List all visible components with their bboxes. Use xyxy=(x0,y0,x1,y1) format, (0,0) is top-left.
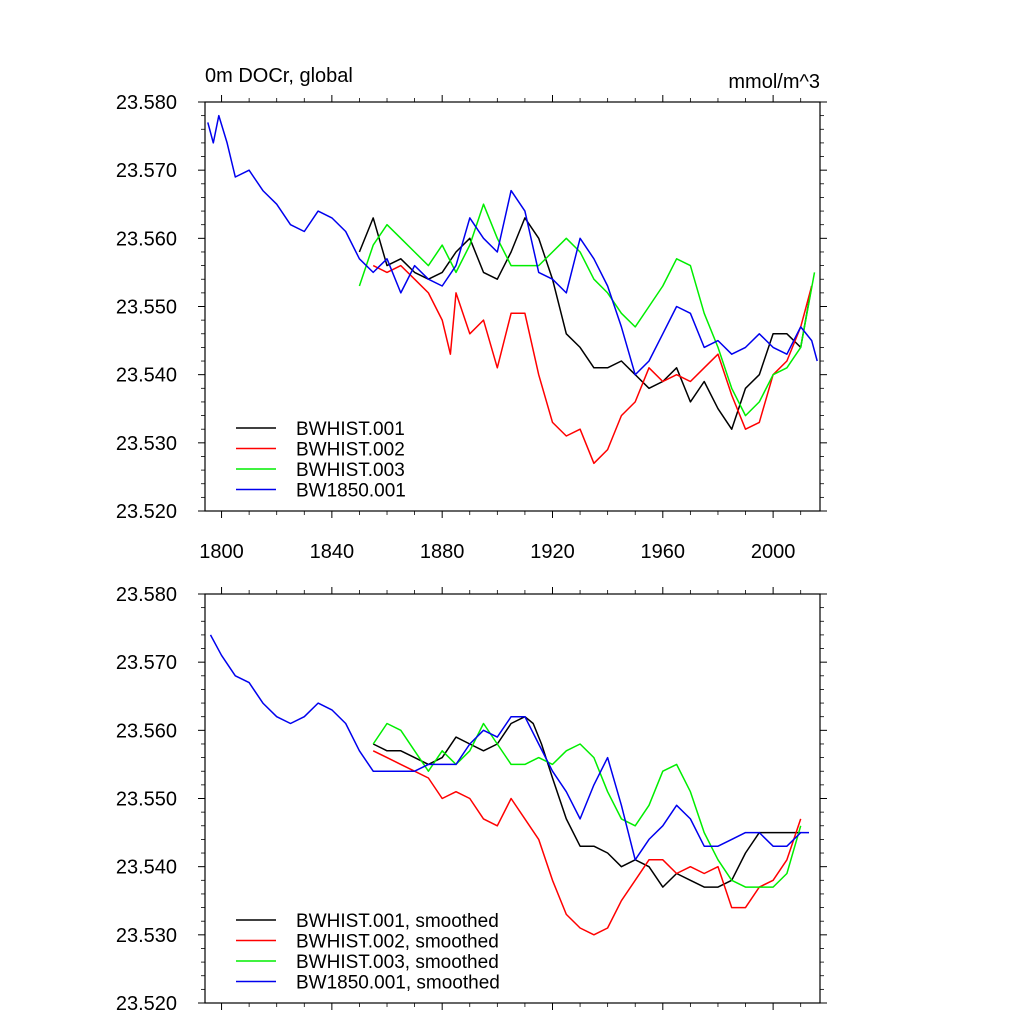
chart-title: 0m DOCr, global xyxy=(205,65,353,87)
legend-label: BWHIST.002, smoothed xyxy=(296,932,499,953)
series-line-bwhist-002-smoothed xyxy=(372,750,802,936)
series-line-bwhist-003-smoothed xyxy=(372,722,802,888)
legend-label: BWHIST.001, smoothed xyxy=(296,911,499,932)
series-line-bwhist-003 xyxy=(358,203,816,417)
series-group xyxy=(207,114,818,465)
y-tick-label: 23.550 xyxy=(116,789,177,811)
y-tick-label: 23.550 xyxy=(116,297,177,319)
y-tick-label: 23.540 xyxy=(116,857,177,879)
legend-label: BW1850.001, smoothed xyxy=(296,973,500,994)
y-tick-label: 23.520 xyxy=(116,501,177,523)
legend-label: BW1850.001 xyxy=(296,481,406,502)
series-line-bw1850-001 xyxy=(207,114,818,376)
x-tick-label: 1840 xyxy=(310,541,355,563)
x-tick-label: 1800 xyxy=(199,541,244,563)
top-panel: 23.520 23.530 23.540 23.550 23.560 23.570 23.5… xyxy=(116,65,827,563)
y-tick-label: 23.520 xyxy=(116,993,177,1015)
bottom-panel: 23.520 23.530 23.540 23.550 23.560 23.570 23.5… xyxy=(116,584,827,1015)
units-label: mmol/m^3 xyxy=(728,71,820,93)
y-tick-label: 23.560 xyxy=(116,228,177,250)
series-line-bwhist-002 xyxy=(372,264,813,465)
y-tick-label: 23.580 xyxy=(116,584,177,606)
y-tick-label: 23.580 xyxy=(116,92,177,114)
legend-label: BWHIST.001 xyxy=(296,419,405,440)
legend-label: BWHIST.002 xyxy=(296,440,405,461)
series-line-bwhist-001 xyxy=(358,217,813,430)
series-line-bw1850-001-smoothed xyxy=(209,634,809,861)
legend-label: BWHIST.003 xyxy=(296,460,405,481)
y-tick-label: 23.530 xyxy=(116,925,177,947)
y-tick-label: 23.530 xyxy=(116,433,177,455)
series-line-bwhist-001-smoothed xyxy=(372,715,801,888)
y-tick-label: 23.540 xyxy=(116,365,177,387)
x-tick-label: 1920 xyxy=(530,541,575,563)
x-tick-label: 1960 xyxy=(641,541,686,563)
series-group xyxy=(209,634,809,936)
y-tick-label: 23.560 xyxy=(116,720,177,742)
y-tick-label: 23.570 xyxy=(116,160,177,182)
legend-label: BWHIST.003, smoothed xyxy=(296,952,499,973)
x-tick-label: 1880 xyxy=(420,541,465,563)
y-tick-label: 23.570 xyxy=(116,652,177,674)
x-tick-label: 2000 xyxy=(751,541,796,563)
